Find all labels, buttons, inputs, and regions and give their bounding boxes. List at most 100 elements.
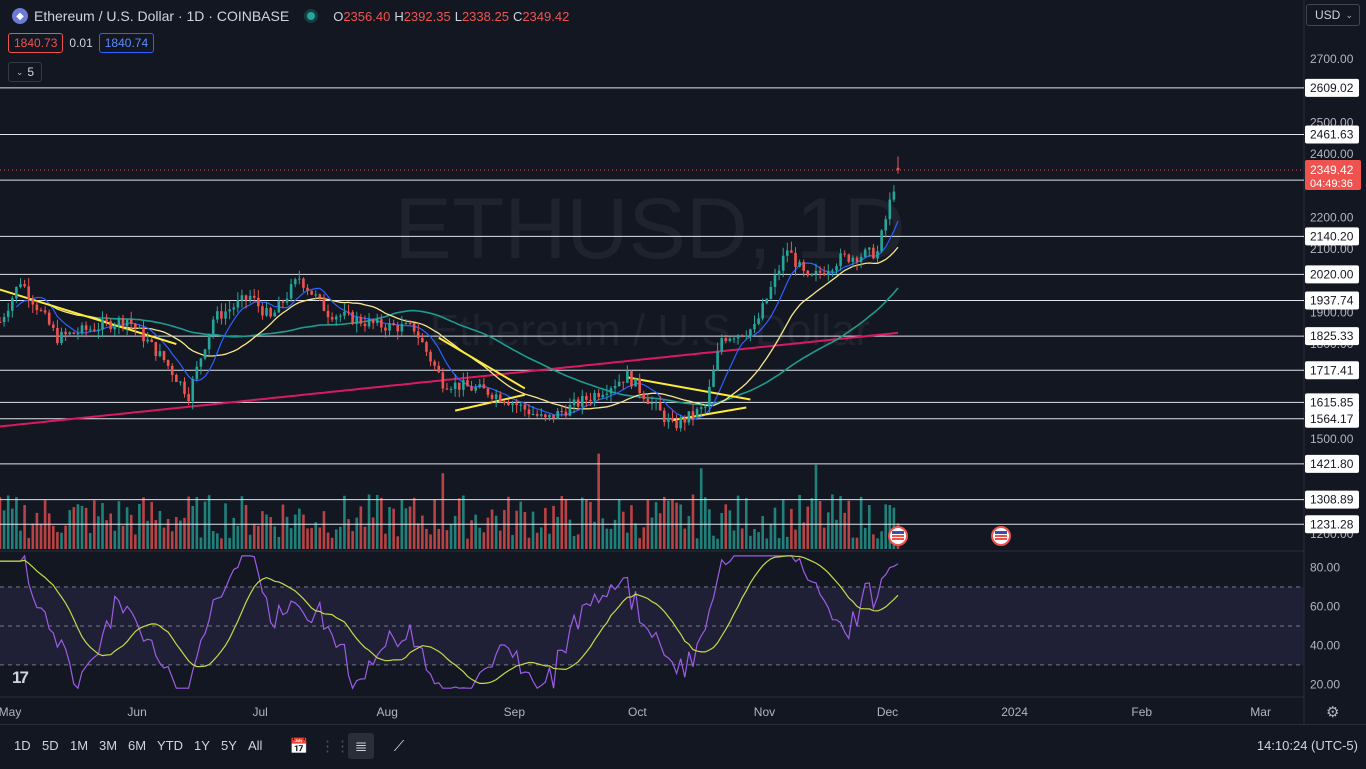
volume-bar	[753, 529, 756, 549]
trendline[interactable]	[438, 336, 526, 390]
us-event-flag-icon[interactable]	[888, 526, 908, 546]
candle-body	[326, 310, 330, 318]
candle-body	[855, 257, 859, 263]
gear-icon[interactable]: ⚙	[1326, 704, 1340, 721]
compare-dates-icon[interactable]: 📅	[289, 738, 309, 755]
level-label-bg	[1305, 125, 1359, 144]
candle-body	[626, 371, 629, 383]
candle-body	[695, 408, 699, 417]
candle-body	[257, 297, 260, 307]
chart-header: ◆ Ethereum / U.S. Dollar · 1D · COINBASE…	[0, 0, 569, 32]
drawing-tools-icon[interactable]: ⟋	[393, 737, 405, 755]
volume-bar	[113, 530, 117, 549]
indicators-list-icon[interactable]: ≣	[348, 733, 374, 759]
level-label[interactable]: 1308.89	[1310, 493, 1354, 507]
volume-bar	[749, 535, 752, 549]
price-axis: 2700.002500.002400.002200.002100.001900.…	[1305, 32, 1366, 691]
level-label[interactable]: 1937.74	[1310, 293, 1354, 307]
volume-bar	[552, 505, 555, 549]
volume-bar	[6, 495, 10, 549]
volume-bar	[150, 501, 154, 549]
volume-bar	[621, 511, 625, 549]
candle-body	[462, 380, 465, 390]
timeframe-button-1d[interactable]: 1D	[14, 738, 31, 753]
timeframe-button-1m[interactable]: 1M	[70, 738, 89, 753]
market-status-icon[interactable]	[307, 12, 316, 20]
candle-body	[831, 270, 834, 272]
candle-body	[88, 329, 92, 331]
level-label[interactable]: 2609.02	[1310, 81, 1354, 95]
level-label[interactable]: 2140.20	[1310, 229, 1354, 243]
volume-bar	[339, 526, 342, 549]
indicators-toggle-button[interactable]: ⌄ 5	[8, 62, 42, 82]
level-label[interactable]: 1231.28	[1310, 517, 1354, 531]
candle-body	[228, 309, 231, 312]
level-label[interactable]: 1717.41	[1310, 363, 1354, 377]
level-label[interactable]: 1615.85	[1310, 395, 1354, 409]
candle-body	[109, 321, 113, 330]
sell-price-button[interactable]: 1840.73	[8, 33, 64, 53]
volume-bar	[769, 523, 773, 549]
volume-bar	[802, 522, 805, 549]
candle-body	[675, 420, 678, 429]
current-price-label: 2349.42	[1310, 163, 1354, 177]
timeframe-button-6m[interactable]: 6M	[128, 738, 147, 753]
trendline[interactable]	[454, 393, 526, 412]
volume-bar	[35, 512, 39, 549]
timeframe-button-all[interactable]: All	[248, 738, 263, 753]
trendline[interactable]	[0, 281, 177, 346]
time-axis: May Jun Jul Aug Sep Oct Nov Dec 2024 Feb Mar	[0, 705, 1271, 719]
level-label[interactable]: 1421.80	[1310, 457, 1354, 471]
clock[interactable]: 14:10:24 (UTC-5)	[1256, 738, 1358, 753]
volume-bar	[777, 538, 781, 549]
volume-bar	[11, 508, 14, 549]
candle-body	[265, 308, 268, 316]
timeframe-button-ytd[interactable]: YTD	[157, 738, 183, 753]
volume-bar	[757, 532, 760, 549]
timeframe-button-5y[interactable]: 5Y	[221, 738, 237, 753]
volume-bar	[281, 504, 285, 549]
candle-body	[511, 403, 514, 406]
volume-bar	[310, 527, 313, 549]
volume-bar	[847, 500, 851, 549]
currency-select[interactable]: USD ⌄	[1306, 4, 1360, 26]
chevron-down-icon: ⌄	[1345, 9, 1353, 20]
volume-bar	[347, 519, 350, 549]
timeframe-button-1y[interactable]: 1Y	[194, 738, 210, 753]
chevron-down-icon: ⌄	[15, 66, 24, 77]
trendline[interactable]	[627, 376, 751, 401]
timeframe-button-5d[interactable]: 5D	[42, 738, 59, 753]
us-event-flag-icon[interactable]	[991, 526, 1011, 546]
level-label-bg	[1305, 409, 1359, 428]
candle-body	[39, 310, 43, 312]
candle-body	[371, 319, 375, 323]
volume-bar	[363, 526, 367, 549]
level-label[interactable]: 2461.63	[1310, 128, 1354, 142]
candle-body	[224, 311, 227, 319]
timeframe-button-3m[interactable]: 3M	[99, 738, 118, 753]
candle-body	[43, 310, 47, 313]
candle-body	[527, 409, 531, 415]
candle-body	[888, 199, 892, 220]
level-label-bg	[1305, 515, 1359, 534]
level-label[interactable]: 2020.00	[1310, 267, 1354, 281]
level-label[interactable]: 1564.17	[1310, 412, 1354, 426]
drag-handle-icon[interactable]: ⋮⋮	[320, 738, 350, 755]
candle-body	[392, 323, 395, 326]
volume-bar	[408, 506, 412, 549]
ethereum-icon: ◆	[12, 8, 28, 24]
candle-body	[170, 365, 174, 375]
candle-body	[355, 316, 359, 325]
buy-price-button[interactable]: 1840.74	[98, 33, 155, 53]
volume-bar	[548, 533, 551, 549]
volume-bar	[326, 532, 330, 549]
volume-bar	[421, 515, 424, 549]
volume-bar	[2, 510, 6, 549]
level-label[interactable]: 1825.33	[1310, 329, 1354, 343]
symbol-title[interactable]: Ethereum / U.S. Dollar · 1D · COINBASE	[34, 8, 290, 24]
volume-bar	[220, 538, 223, 549]
volume-bar	[494, 515, 498, 549]
time-tick-label: Jun	[127, 705, 146, 719]
candle-body	[790, 250, 793, 253]
